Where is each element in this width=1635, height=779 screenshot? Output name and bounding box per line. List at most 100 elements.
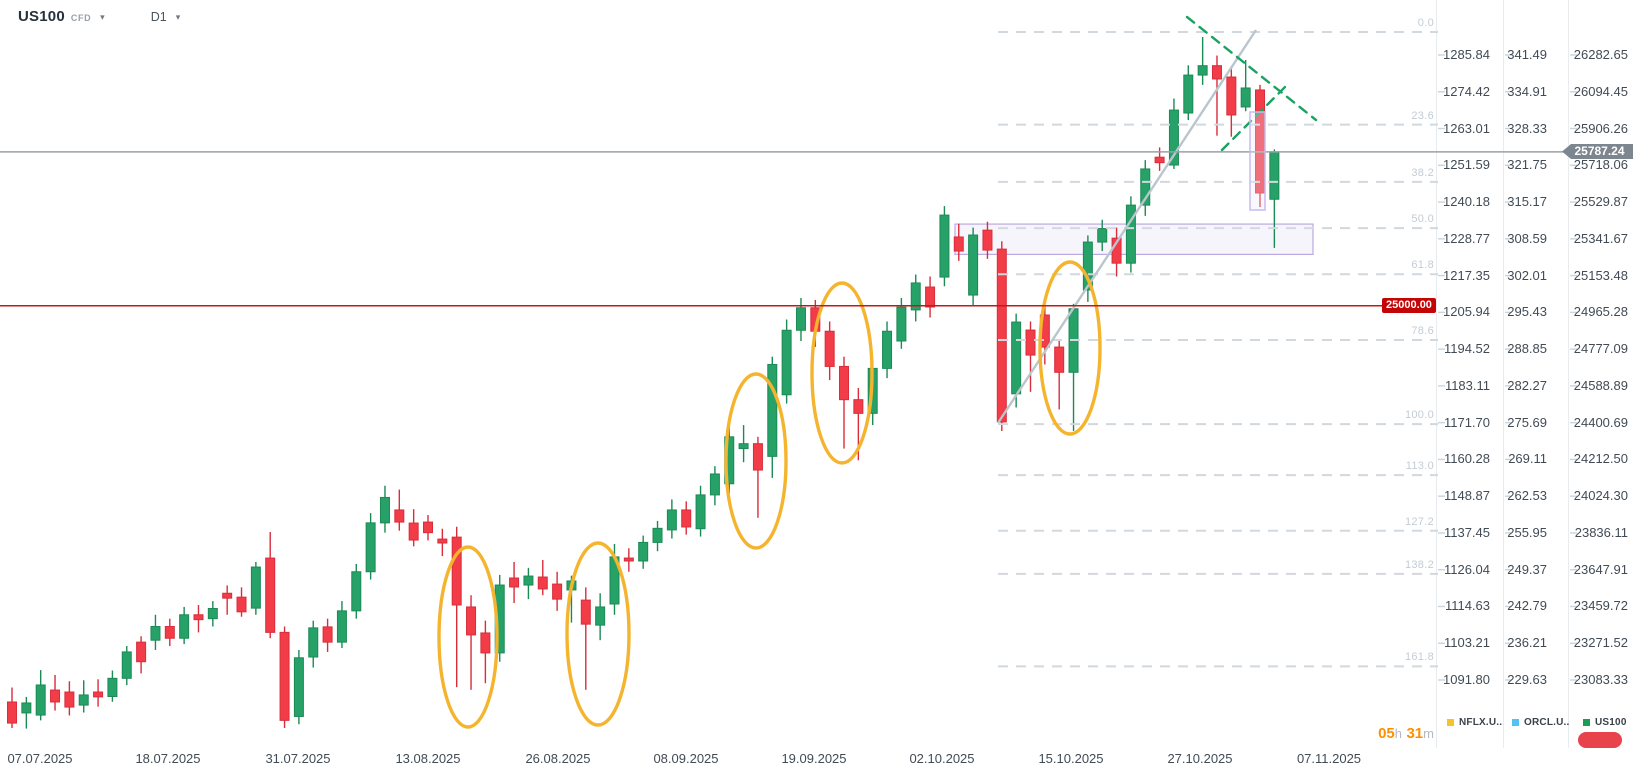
price-scale-value: 269.11 [1508, 451, 1547, 467]
price-scale-value: 1240.18 [1443, 194, 1490, 210]
candle-body [207, 608, 218, 620]
candle-body [839, 365, 850, 401]
price-scale-value: 315.17 [1507, 194, 1547, 210]
candle-body [853, 399, 864, 414]
candle-body [781, 329, 792, 396]
date-axis-label: 15.10.2025 [1038, 751, 1104, 766]
fibonacci-level-label: 50.0 [1411, 213, 1434, 226]
candle-body [896, 306, 907, 342]
selected-candle-box[interactable] [1249, 111, 1266, 211]
candle-body [279, 631, 290, 721]
candle-body [1211, 65, 1222, 80]
candle-body [21, 702, 32, 714]
candle-body [681, 509, 692, 528]
price-scale-value: 26282.65 [1573, 47, 1628, 62]
legend-color-swatch-icon [1512, 719, 1519, 726]
candle-body [408, 522, 419, 541]
candle-body [150, 625, 161, 641]
green-dashed-trendline[interactable] [1220, 82, 1290, 152]
alert-price-badge[interactable]: 25000.00 [1382, 298, 1436, 313]
candle-body [1025, 329, 1036, 356]
candle-body [336, 610, 347, 643]
candle-body [1154, 156, 1165, 164]
legend-item-orcl-u-[interactable]: ORCL.U.. [1512, 717, 1570, 728]
date-axis-label: 26.08.2025 [525, 751, 591, 766]
chart-header: US100 CFD ▾ D1 ▾ [18, 8, 180, 25]
candle-body [910, 282, 921, 311]
current-price-badge[interactable]: 25787.24 [1562, 144, 1633, 159]
candle-body [509, 577, 520, 588]
price-scale-value: 1091.80 [1443, 672, 1490, 687]
candle-body [1168, 109, 1179, 166]
price-scale-value: 255.95 [1507, 524, 1547, 540]
price-scale-value: 334.91 [1507, 83, 1547, 99]
price-scale-value: 25718.06 [1573, 157, 1628, 173]
price-scale-value: 24212.50 [1573, 451, 1628, 467]
price-scale-value: 1205.94 [1443, 304, 1490, 320]
candle-body [121, 651, 132, 679]
candle-body [1054, 346, 1065, 373]
price-scale-value: 1103.21 [1443, 635, 1490, 651]
date-axis-label: 27.10.2025 [1167, 751, 1233, 766]
green-dashed-trendline[interactable] [1185, 15, 1318, 122]
date-axis-label: 07.07.2025 [7, 751, 73, 766]
candle-body [437, 538, 448, 544]
price-scale-value: 24400.69 [1573, 414, 1628, 430]
candle-body [738, 443, 749, 450]
ellipse-highlight-annotation[interactable] [437, 545, 499, 729]
candle-body [623, 557, 634, 562]
price-scale-value: 249.37 [1507, 561, 1547, 577]
candle-body [1082, 241, 1093, 291]
date-axis-label: 19.09.2025 [781, 751, 847, 766]
timer-minutes: 31 [1406, 725, 1424, 742]
sell-price-pill[interactable] [1578, 732, 1622, 748]
ellipse-highlight-annotation[interactable] [565, 541, 631, 727]
fibonacci-level-label: 61.8 [1411, 259, 1434, 272]
legend-color-swatch-icon [1583, 719, 1590, 726]
candle-body [35, 684, 46, 716]
candle-body [925, 286, 936, 308]
legend-item-us100[interactable]: US100 [1583, 717, 1627, 728]
candle-body [480, 632, 491, 654]
price-scale-value: 288.85 [1507, 341, 1547, 357]
candle-body [882, 330, 893, 369]
legend-item-nflx-u-[interactable]: NFLX.U.. [1447, 717, 1502, 728]
price-scale-value: 262.53 [1507, 488, 1547, 504]
fibonacci-level-label: 38.2 [1411, 166, 1434, 179]
candle-body [638, 541, 649, 562]
candle-body [595, 606, 606, 626]
candle-body [7, 701, 17, 724]
ellipse-highlight-annotation[interactable] [1038, 260, 1102, 436]
fibonacci-level-label: 100.0 [1404, 409, 1434, 422]
timeframe-dropdown-caret-icon[interactable]: ▾ [175, 12, 181, 22]
fibonacci-level-label: 23.6 [1411, 109, 1434, 122]
candle-body [1183, 74, 1194, 114]
price-scale-value: 25906.26 [1573, 120, 1628, 136]
symbol-dropdown-caret-icon[interactable]: ▾ [100, 12, 105, 22]
candle-body [1226, 76, 1237, 116]
timer-hours: 05 [1378, 725, 1395, 742]
candle-countdown-timer: 05h 31m [1340, 725, 1434, 743]
ellipse-highlight-annotation[interactable] [724, 372, 788, 550]
price-scale-value: 1114.63 [1444, 598, 1490, 614]
price-scale-value: 242.79 [1507, 598, 1547, 614]
candle-body [365, 522, 376, 573]
candle-body [136, 641, 147, 663]
candle-body [78, 694, 89, 706]
timeframe-selector[interactable]: D1 [150, 9, 167, 24]
candle-body [1269, 151, 1280, 200]
candle-body [767, 363, 778, 457]
candle-body [322, 626, 333, 643]
timer-hours-unit: h [1394, 726, 1403, 741]
price-scale-value: 1171.70 [1443, 414, 1490, 430]
price-scale-value: 1183.11 [1444, 377, 1490, 393]
candle-body [236, 596, 247, 613]
candle-body [523, 575, 534, 586]
price-scale-value: 1217.35 [1443, 267, 1490, 283]
candle-body [982, 229, 993, 251]
candle-body [164, 625, 175, 639]
fibonacci-level-label: 0.0 [1417, 17, 1434, 30]
candle-body [652, 527, 663, 543]
ellipse-highlight-annotation[interactable] [810, 281, 874, 465]
